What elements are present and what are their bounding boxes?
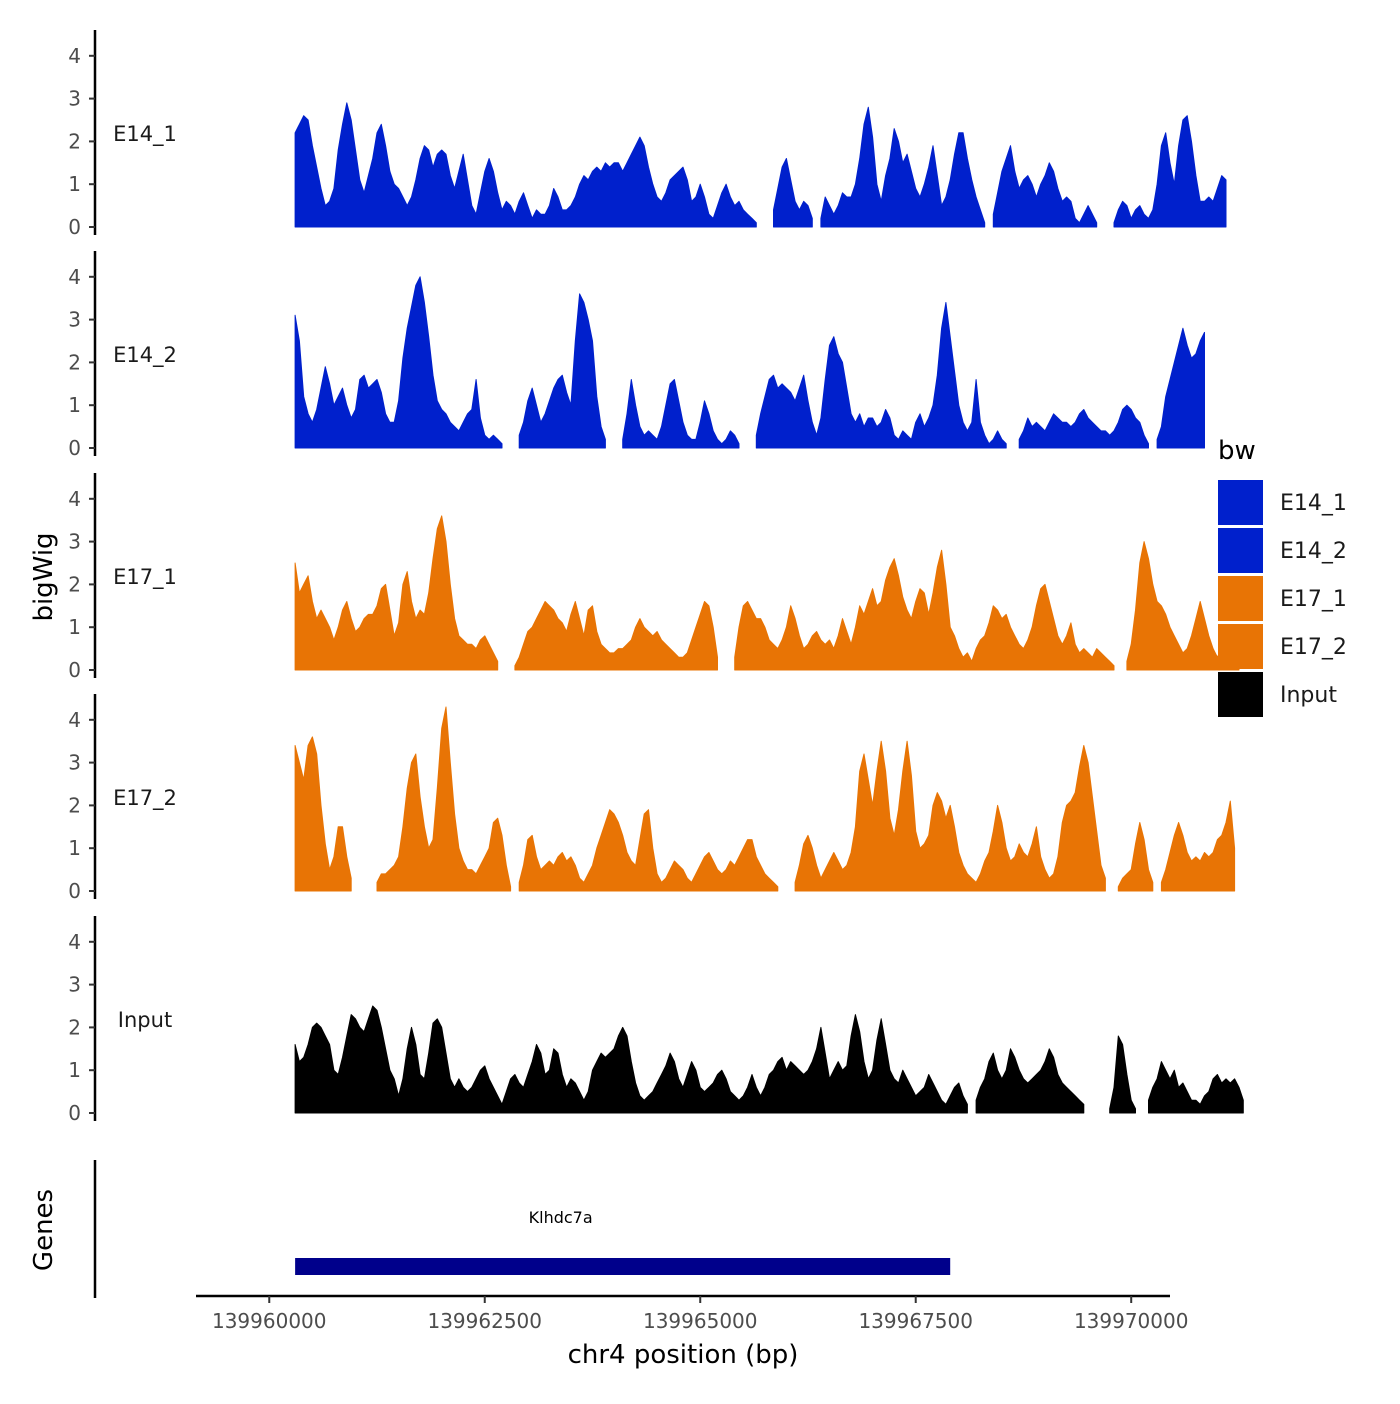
legend: bw E14_1 E14_2 E17_1 E17_2 Input: [1218, 436, 1347, 717]
x-tick-label: 139970000: [1074, 1309, 1189, 1333]
legend-swatch: [1218, 528, 1263, 573]
track-label: E14_2: [113, 343, 177, 368]
y-tick-label: 0: [68, 658, 81, 682]
y-tick-label: 1: [68, 615, 81, 639]
y-tick-label: 0: [68, 1101, 81, 1125]
y-tick-label: 2: [68, 572, 81, 596]
signal-area: [975, 1048, 1085, 1114]
track-e17-1: 0 1 2 3 4 E17_1: [68, 473, 1240, 682]
y-tick-label: 2: [68, 350, 81, 374]
legend-swatch: [1218, 672, 1263, 717]
signal-area: [992, 145, 1098, 228]
track-e17-2: 0 1 2 3 4 E17_2: [68, 694, 1236, 903]
track-label: Input: [118, 1008, 172, 1032]
legend-swatch: [1218, 624, 1263, 669]
x-axis-title: chr4 position (bp): [568, 1340, 799, 1370]
legend-label: E17_2: [1280, 635, 1347, 660]
track-e14-1: 0 1 2 3 4 E14_1: [68, 30, 1227, 239]
signal-area: [1148, 1061, 1244, 1114]
signal-area: [794, 740, 1106, 892]
signal-area: [518, 809, 779, 892]
legend-label: E14_2: [1280, 539, 1347, 564]
track-e14-2: 0 1 2 3 4 E14_2: [68, 251, 1205, 460]
genes-axis-title: Genes: [29, 1189, 59, 1271]
track-input: 0 1 2 3 4 Input: [68, 916, 1244, 1125]
signal-area: [622, 379, 740, 449]
legend-title: bw: [1218, 436, 1256, 466]
x-axis: 139960000 139962500 139965000 139967500 1399…: [196, 1294, 1189, 1333]
signal-area: [294, 736, 352, 892]
y-tick-label: 1: [68, 172, 81, 196]
y-tick-label: 2: [68, 129, 81, 153]
y-tick-label: 0: [68, 436, 81, 460]
signal-area: [294, 276, 503, 449]
legend-swatch: [1218, 576, 1263, 621]
y-tick-label: 3: [68, 973, 81, 997]
signal-area: [1113, 115, 1227, 228]
legend-label: Input: [1280, 683, 1337, 708]
y-tick-label: 3: [68, 308, 81, 332]
y-tick-label: 4: [68, 930, 81, 954]
y-tick-label: 3: [68, 751, 81, 775]
x-tick-label: 139962500: [427, 1309, 542, 1333]
signal-area: [734, 549, 1115, 671]
signal-area: [294, 102, 757, 228]
genes-panel: Klhdc7a: [93, 1160, 951, 1298]
track-label: E17_1: [113, 565, 177, 590]
signal-area: [755, 302, 1007, 449]
y-tick-label: 1: [68, 393, 81, 417]
signal-area: [1018, 404, 1149, 449]
legend-label: E17_1: [1280, 587, 1347, 612]
track-label: E17_2: [113, 786, 177, 811]
x-tick-label: 139967500: [858, 1309, 973, 1333]
signal-area: [1117, 822, 1154, 892]
signal-area: [294, 515, 499, 671]
y-tick-label: 4: [68, 708, 81, 732]
y-tick-label: 0: [68, 879, 81, 903]
y-tick-label: 2: [68, 1015, 81, 1039]
signal-area: [376, 706, 512, 892]
signal-area: [514, 601, 718, 671]
y-tick-label: 1: [68, 1058, 81, 1082]
x-tick-label: 139965000: [643, 1309, 758, 1333]
signal-area: [294, 1005, 968, 1114]
y-tick-label: 4: [68, 487, 81, 511]
y-tick-label: 4: [68, 44, 81, 68]
signal-area: [1156, 327, 1205, 449]
signal-area: [1160, 800, 1236, 892]
gene-label: Klhdc7a: [529, 1208, 593, 1227]
signal-area: [820, 106, 986, 228]
y-axis-title: bigWig: [29, 532, 59, 621]
y-tick-label: 3: [68, 530, 81, 554]
track-label: E14_1: [113, 122, 177, 147]
gene-bar: [295, 1258, 951, 1275]
signal-area: [518, 293, 606, 449]
y-tick-label: 3: [68, 87, 81, 111]
signal-area: [773, 158, 813, 228]
y-tick-label: 2: [68, 793, 81, 817]
signal-tracks: 0 1 2 3 4 E14_1 0 1 2 3 4 E14_2 0 1 2 3 4 E17_1 0 1 2 3 4 E17_2…: [68, 30, 1244, 1125]
legend-swatch: [1218, 480, 1263, 525]
y-tick-label: 1: [68, 836, 81, 860]
y-tick-label: 4: [68, 265, 81, 289]
signal-area: [1109, 1035, 1136, 1114]
legend-label: E14_1: [1280, 491, 1347, 516]
y-tick-label: 0: [68, 215, 81, 239]
x-tick-label: 139960000: [212, 1309, 327, 1333]
